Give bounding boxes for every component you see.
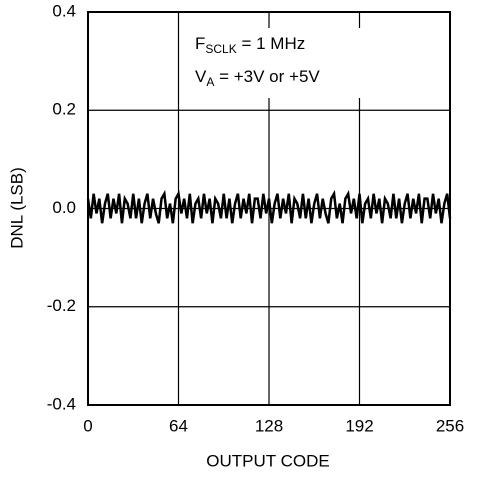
y-tick-label: -0.2 [47,296,76,315]
data-line [86,189,452,224]
y-tick-label: 0.0 [52,198,76,217]
x-tick-label: 192 [345,416,373,435]
y-tick-label: 0.2 [52,100,76,119]
y-tick-label: -0.4 [47,394,76,413]
annotation: VA = +3V or +5V [195,67,320,89]
annotation-main: F [195,34,205,53]
annotation-rest: = 1 MHz [237,34,306,53]
x-axis-label: OUTPUT CODE [206,451,329,470]
annotation-rest: = +3V or +5V [214,67,320,86]
annotation-sub: SCLK [205,42,236,56]
annotation-sub: A [206,75,214,89]
x-tick-label: 128 [255,416,283,435]
annotation-background [188,28,366,98]
annotation-main: V [195,67,207,86]
x-tick-label: 0 [83,416,92,435]
y-axis-label: DNL (LSB) [7,167,26,249]
annotation: FSCLK = 1 MHz [195,34,305,56]
y-tick-label: 0.4 [52,1,76,20]
x-tick-label: 64 [169,416,188,435]
x-tick-label: 256 [436,416,464,435]
